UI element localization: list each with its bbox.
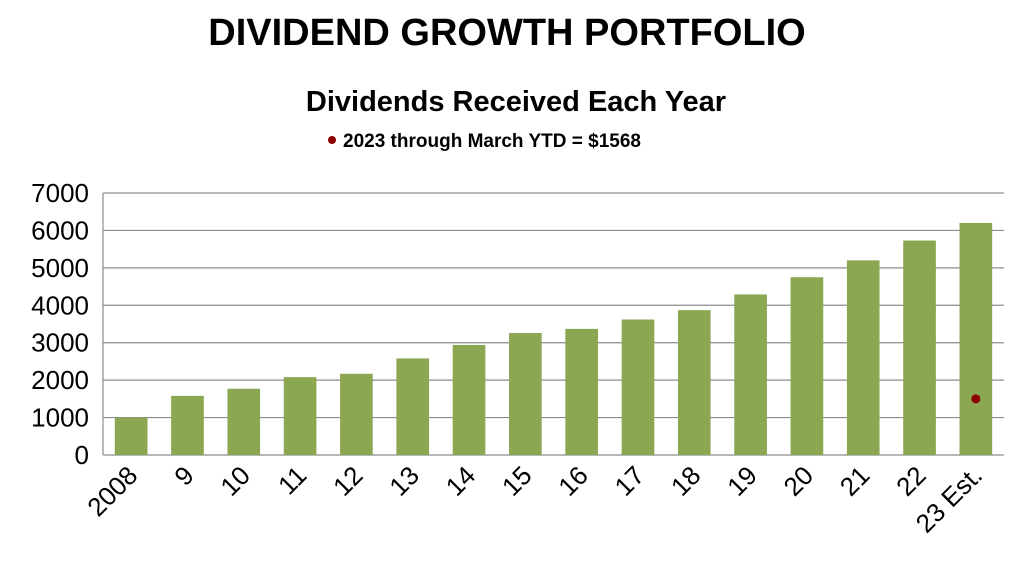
- chart-subtitle: Dividends Received Each Year: [306, 86, 726, 118]
- bar-18: [677, 310, 711, 455]
- y-tick-label: 3000: [31, 328, 89, 358]
- y-tick-label: 1000: [31, 403, 89, 433]
- x-tick-label: 15: [496, 460, 538, 502]
- x-tick-label: 17: [609, 460, 651, 502]
- x-tick-label: 20: [777, 460, 819, 502]
- bar-20: [790, 277, 824, 455]
- y-tick-label: 5000: [31, 253, 89, 283]
- bar-21: [846, 260, 880, 455]
- bar-13: [396, 358, 430, 455]
- bar-2008: [114, 417, 148, 455]
- bar-23-est-: [959, 222, 993, 455]
- bars: [114, 222, 993, 455]
- bar-17: [621, 319, 655, 455]
- x-tick-label: 11: [272, 460, 312, 500]
- bar-16: [565, 328, 598, 455]
- x-tick-label: 10: [214, 460, 256, 502]
- y-axis-ticks: 0 1000 2000 3000 4000 5000 6000 7000: [31, 178, 89, 470]
- x-tick-label: 18: [665, 460, 707, 502]
- bar-12: [340, 373, 373, 455]
- x-tick-label: 22: [890, 460, 932, 502]
- annotation-points: [971, 394, 981, 404]
- bar-22: [903, 240, 936, 455]
- x-tick-label: 13: [383, 460, 425, 502]
- x-tick-label: 14: [440, 460, 482, 502]
- bar-10: [227, 388, 261, 455]
- x-tick-label: 12: [327, 460, 369, 502]
- bar-15: [509, 332, 542, 455]
- x-tick-label: 2008: [81, 460, 143, 522]
- y-tick-label: 7000: [31, 178, 89, 208]
- y-tick-label: 0: [75, 440, 89, 470]
- bar-14: [452, 344, 486, 455]
- bar-9: [171, 395, 204, 455]
- ytd-point: [971, 394, 981, 404]
- bar-11: [283, 377, 317, 455]
- y-tick-label: 6000: [31, 215, 89, 245]
- annotation-marker-icon: [328, 136, 336, 144]
- y-tick-label: 4000: [31, 290, 89, 320]
- chart-title: DIVIDEND GROWTH PORTFOLIO: [208, 12, 805, 54]
- y-tick-label: 2000: [31, 365, 89, 395]
- x-tick-label: 9: [168, 460, 199, 491]
- x-tick-label: 21: [834, 460, 876, 502]
- x-tick-label: 19: [721, 460, 763, 502]
- bar-19: [734, 294, 767, 455]
- annotation-text: 2023 through March YTD = $1568: [343, 131, 641, 152]
- x-tick-label: 16: [552, 460, 594, 502]
